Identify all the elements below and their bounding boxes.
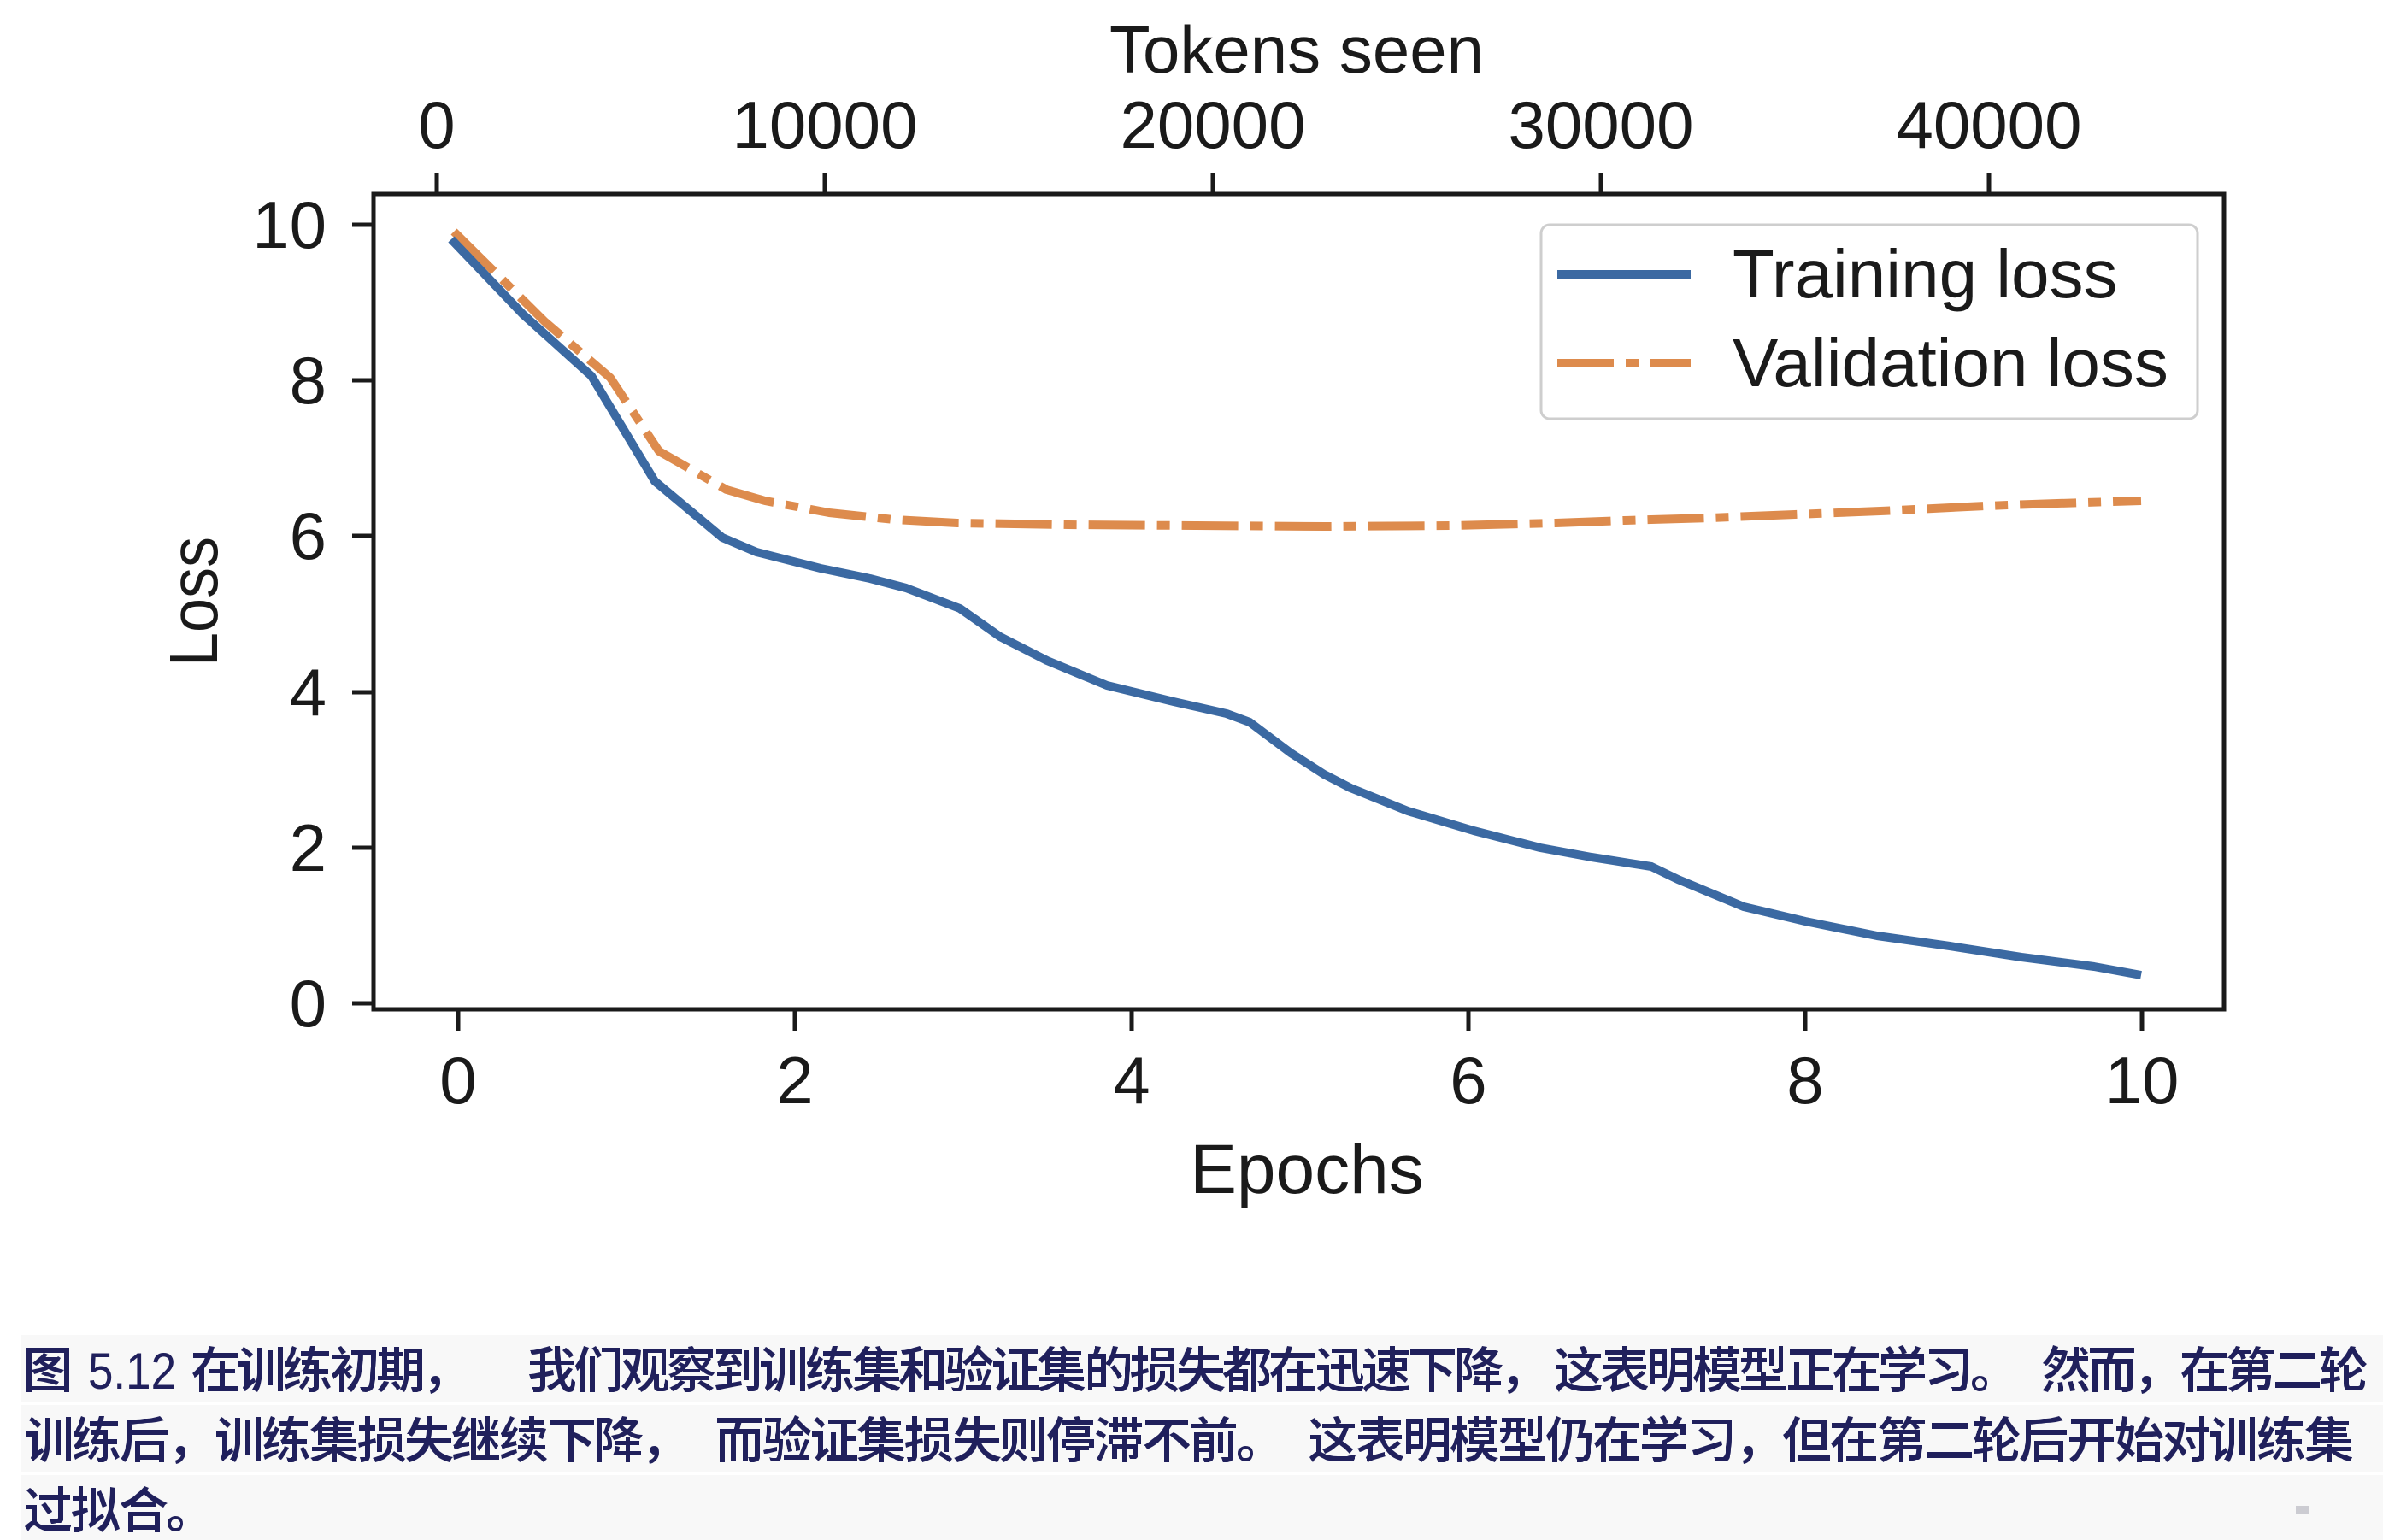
svg-text:6: 6 [290,498,327,573]
svg-text:Epochs: Epochs [1190,1131,1424,1208]
svg-text:8: 8 [1786,1043,1823,1118]
svg-text:Training loss: Training loss [1733,236,2118,312]
svg-text:4: 4 [1113,1043,1150,1118]
svg-text:10: 10 [252,187,327,262]
svg-text:40000: 40000 [1897,87,2082,162]
svg-text:0: 0 [290,966,327,1041]
svg-text:2: 2 [776,1043,813,1118]
svg-text:0: 0 [418,87,455,162]
svg-text:6: 6 [1450,1043,1486,1118]
svg-text:20000: 20000 [1121,87,1306,162]
svg-text:Validation loss: Validation loss [1733,325,2168,401]
svg-text:0: 0 [439,1043,476,1118]
svg-text:8: 8 [290,343,327,418]
svg-text:10: 10 [2105,1043,2180,1118]
svg-text:2: 2 [290,810,327,885]
svg-text:4: 4 [290,655,327,730]
svg-text:10000: 10000 [733,87,918,162]
svg-text:Loss: Loss [156,537,232,667]
svg-text:30000: 30000 [1509,87,1694,162]
svg-text:Tokens seen: Tokens seen [1109,12,1484,87]
svg-text:5.12: 5.12 [88,1343,176,1400]
